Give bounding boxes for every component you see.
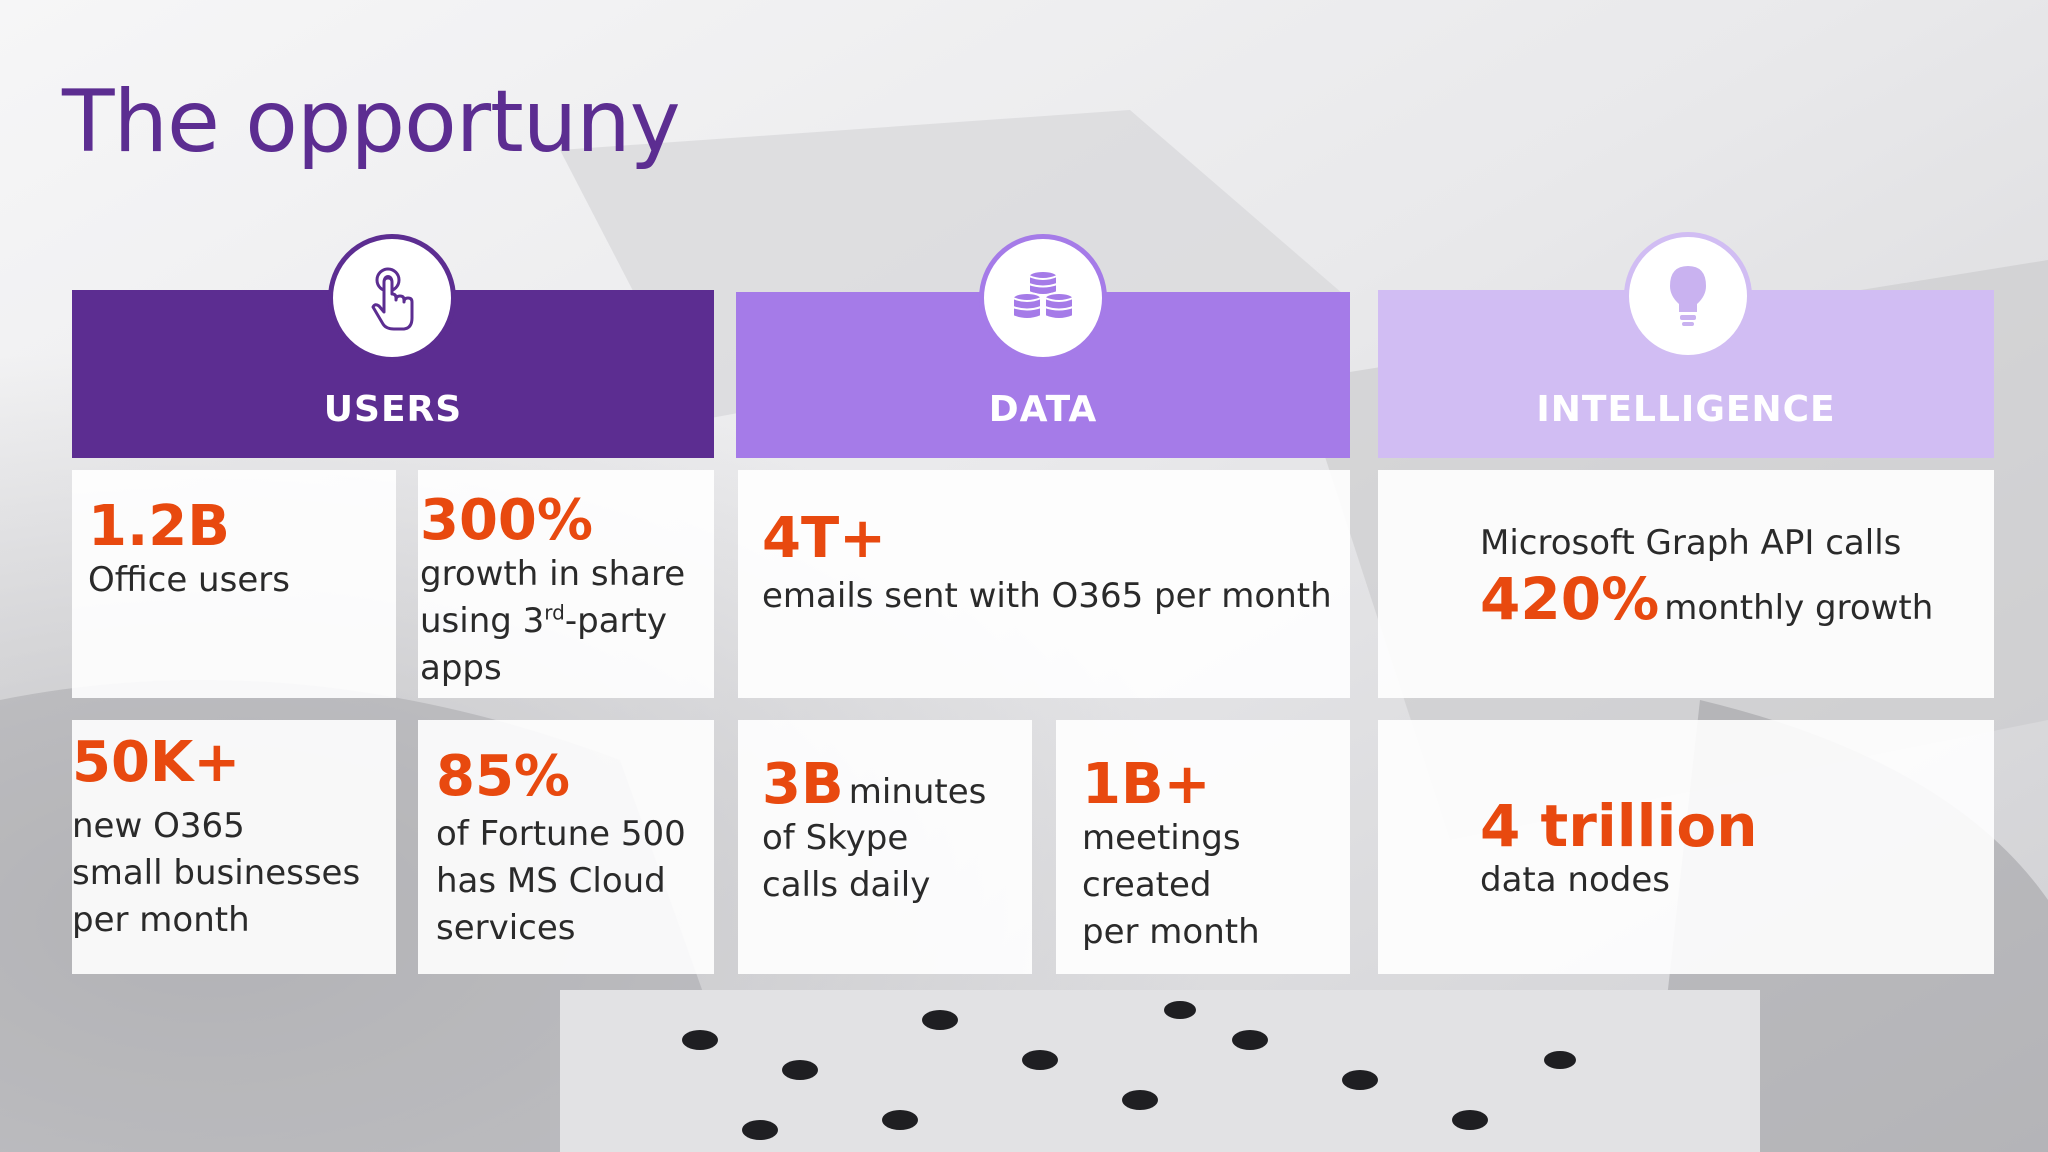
stat-label: data nodes xyxy=(1480,859,1670,900)
stat-value: 4T+ xyxy=(762,506,887,571)
stat-value: 300% xyxy=(420,488,594,553)
page-title: The opportuny xyxy=(62,72,681,172)
data-header-label: DATA xyxy=(988,389,1098,430)
stat-label: Office users xyxy=(88,559,290,600)
stat-value: 1B+ xyxy=(1082,752,1211,817)
stat-card-data-nodes: 4 trillion data nodes xyxy=(1378,720,1994,974)
stat-label-line2: created xyxy=(1082,864,1212,905)
stat-value-row: 3B minutes xyxy=(762,755,1032,815)
stat-card-growth-share: 300% growth in share using 3rd-party app… xyxy=(418,470,714,698)
stat-value: 50K+ xyxy=(72,730,241,795)
stat-card-meetings: 1B+ meetings created per month xyxy=(1056,720,1350,974)
stat-value: 420% xyxy=(1480,565,1660,633)
stat-label-line1: of Fortune 500 xyxy=(436,813,686,854)
stat-inline-label: monthly growth xyxy=(1664,588,1934,628)
touch-hand-icon xyxy=(371,267,414,331)
stat-label-line2-post: -party xyxy=(564,600,667,641)
stat-label-line2: has MS Cloud xyxy=(436,860,666,901)
stat-card-graph-api: Microsoft Graph API calls 420% monthly g… xyxy=(1378,470,1994,698)
stat-label-line3: per month xyxy=(1082,911,1260,952)
stat-label-line2-sup: rd xyxy=(544,600,565,625)
stat-card-fortune-500: 85% of Fortune 500 has MS Cloud services xyxy=(418,720,714,974)
stat-label-pre: Microsoft Graph API calls xyxy=(1480,523,1902,563)
stat-label-line2: small businesses xyxy=(72,852,361,893)
data-badge xyxy=(979,234,1107,362)
stat-label-line3: services xyxy=(436,907,576,948)
stat-label-line1: meetings xyxy=(1082,817,1241,858)
database-stack-icon xyxy=(1012,270,1074,320)
stat-value: 3B xyxy=(762,752,844,817)
stat-label-line1: growth in share xyxy=(420,553,686,594)
stat-label-line3: apps xyxy=(420,647,502,688)
stat-label-line1: new O365 xyxy=(72,805,245,846)
stat-label-line1: of Skype xyxy=(762,817,909,858)
lightbulb-icon xyxy=(1670,266,1706,326)
users-badge xyxy=(328,234,456,362)
stat-label-line3: per month xyxy=(72,899,250,940)
stat-label: emails sent with O365 per month xyxy=(762,575,1332,616)
stat-value: 85% xyxy=(436,744,571,809)
stat-label-line2-pre: using 3 xyxy=(420,600,545,641)
stat-inline-label: minutes xyxy=(848,772,987,812)
stat-card-skype-minutes: 3B minutes of Skype calls daily xyxy=(738,720,1032,974)
intelligence-header-label: INTELLIGENCE xyxy=(1536,389,1836,430)
users-header-label: USERS xyxy=(323,389,463,430)
stat-label-line2: using 3rd-party xyxy=(420,598,714,645)
stat-value-row: 420% monthly growth xyxy=(1480,569,1994,630)
intelligence-badge xyxy=(1624,232,1752,360)
stat-value: 1.2B xyxy=(88,494,230,559)
stat-value: 4 trillion xyxy=(1480,792,1758,860)
stat-card-emails: 4T+ emails sent with O365 per month xyxy=(738,470,1350,698)
stat-card-small-businesses: 50K+ new O365 small businesses per month xyxy=(72,720,396,974)
stat-label-line2: calls daily xyxy=(762,864,931,905)
stat-card-office-users: 1.2B Office users xyxy=(72,470,396,698)
